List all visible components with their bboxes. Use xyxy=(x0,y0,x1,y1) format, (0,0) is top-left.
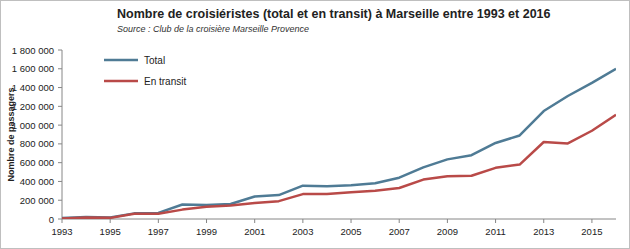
x-tick xyxy=(62,219,63,223)
y-tick-label: 400 000 xyxy=(20,176,54,187)
plot-area xyxy=(62,69,616,219)
chart: Nombre de croisiéristes (total et en tra… xyxy=(0,0,630,249)
x-axis-line xyxy=(62,219,616,220)
legend-swatch xyxy=(104,80,138,83)
y-tick-label: 200 000 xyxy=(20,195,54,206)
title: Nombre de croisiéristes (total et en tra… xyxy=(117,7,551,21)
series-line xyxy=(62,115,616,219)
x-tick-label: 2007 xyxy=(389,226,410,237)
y-tick xyxy=(58,106,62,107)
x-tick-label: 1993 xyxy=(51,226,72,237)
y-tick xyxy=(58,50,62,51)
x-tick xyxy=(495,219,496,223)
y-tick xyxy=(58,143,62,144)
series-line xyxy=(62,69,616,218)
subtitle: Source : Club de la croisière Marseille … xyxy=(117,24,309,34)
x-tick xyxy=(399,219,400,223)
x-tick-label: 2001 xyxy=(244,226,265,237)
y-tick-label: 1 400 000 xyxy=(12,82,54,93)
legend-swatch xyxy=(104,59,138,62)
y-tick-label: 1 000 000 xyxy=(12,120,54,131)
y-tick xyxy=(58,219,62,220)
x-tick-label: 1999 xyxy=(196,226,217,237)
x-tick xyxy=(447,219,448,223)
x-tick xyxy=(543,219,544,223)
x-tick xyxy=(351,219,352,223)
y-tick xyxy=(58,162,62,163)
chart-frame xyxy=(1,1,630,249)
x-tick-label: 1995 xyxy=(100,226,121,237)
y-tick-label: 1 800 000 xyxy=(12,45,54,56)
x-tick xyxy=(254,219,255,223)
y-tick-label: 800 000 xyxy=(20,138,54,149)
y-axis-line xyxy=(62,50,63,219)
x-tick xyxy=(206,219,207,223)
x-tick-label: 2013 xyxy=(533,226,554,237)
x-tick xyxy=(158,219,159,223)
y-tick-label: 0 xyxy=(49,214,54,225)
y-tick xyxy=(58,181,62,182)
y-tick-label: 600 000 xyxy=(20,157,54,168)
x-tick-label: 2015 xyxy=(581,226,602,237)
y-tick xyxy=(58,68,62,69)
y-tick xyxy=(58,125,62,126)
x-tick-label: 2011 xyxy=(485,226,505,237)
legend-label: En transit xyxy=(144,76,186,87)
x-tick-label: 2003 xyxy=(292,226,313,237)
x-tick xyxy=(110,219,111,223)
y-tick-label: 1 600 000 xyxy=(12,63,54,74)
y-tick xyxy=(58,200,62,201)
x-tick xyxy=(591,219,592,223)
x-tick-label: 2009 xyxy=(437,226,458,237)
x-tick-label: 2005 xyxy=(340,226,361,237)
y-tick-label: 1 200 000 xyxy=(12,101,54,112)
x-tick-label: 1997 xyxy=(148,226,169,237)
y-tick xyxy=(58,87,62,88)
x-tick xyxy=(302,219,303,223)
legend-label: Total xyxy=(144,55,165,66)
